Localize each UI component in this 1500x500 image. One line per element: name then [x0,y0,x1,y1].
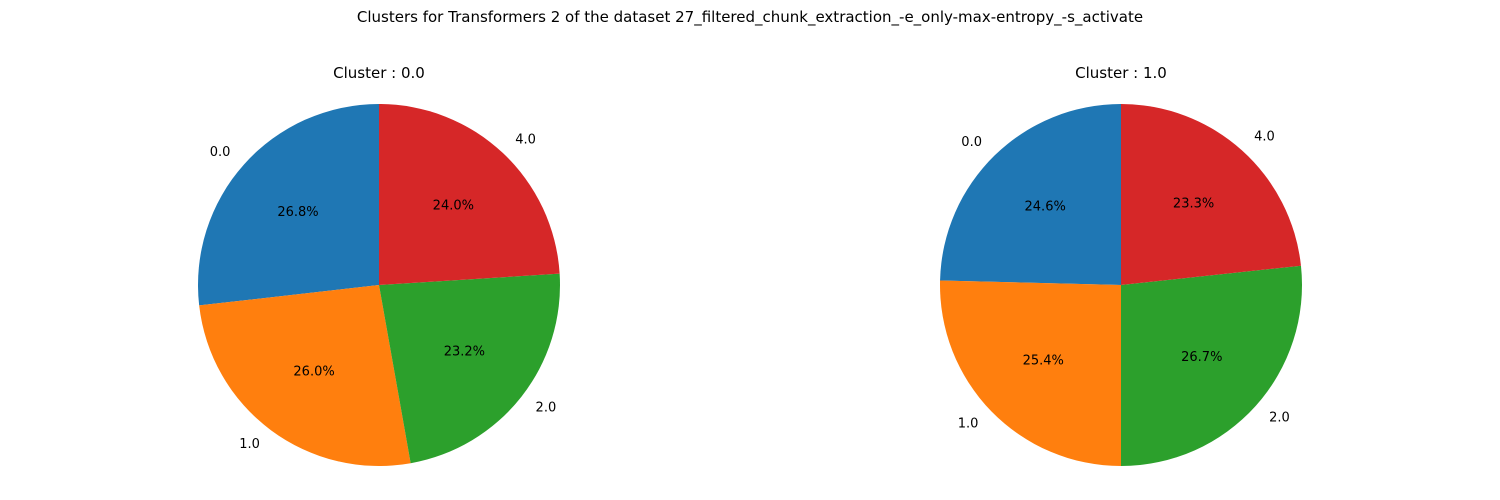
slice-label: 2.0 [1269,411,1290,426]
slice-percent-label: 23.3% [1173,197,1214,212]
pie-slice-2-0 [1121,265,1302,466]
pie-slice-1-0 [199,285,411,466]
figure-title: Clusters for Transformers 2 of the datas… [357,8,1143,27]
pie-slices-cluster-0: 0.0 26.8% 1.0 26.0% 2.0 23.2% 4.0 24.0% [198,104,560,466]
pie-slice-2-0 [379,273,560,464]
pie-chart-cluster-1: Cluster : 1.0 0.0 24.6% 1.0 25.4% 2.0 26.7% 4.… [940,64,1302,466]
slice-percent-label: 24.6% [1025,200,1066,215]
pie-slice-1-0 [940,280,1121,466]
slice-percent-label: 23.2% [444,345,485,360]
pie-chart-cluster-0: Cluster : 0.0 0.0 26.8% 1.0 26.0% 2.0 23.2% 4.… [198,64,560,466]
pie-slice-4-0 [379,104,560,285]
slice-label: 0.0 [961,135,982,150]
slice-label: 1.0 [958,417,979,432]
pie-slice-4-0 [1121,104,1301,285]
pie-title-cluster-0: Cluster : 0.0 [333,64,425,82]
slice-percent-label: 24.0% [433,198,474,213]
slice-label: 4.0 [515,132,536,147]
pie-slices-cluster-1: 0.0 24.6% 1.0 25.4% 2.0 26.7% 4.0 23.3% [940,104,1302,466]
slice-label: 2.0 [536,401,557,416]
slice-label: 0.0 [210,145,231,160]
slice-label: 1.0 [239,437,260,452]
slice-label: 4.0 [1254,129,1275,144]
slice-percent-label: 26.7% [1181,350,1222,365]
slice-percent-label: 26.0% [293,365,334,380]
slice-percent-label: 26.8% [277,205,318,220]
pie-slice-0-0 [940,104,1122,285]
slice-percent-label: 25.4% [1023,353,1064,368]
pie-slice-0-0 [198,104,379,306]
pie-title-cluster-1: Cluster : 1.0 [1075,64,1167,82]
